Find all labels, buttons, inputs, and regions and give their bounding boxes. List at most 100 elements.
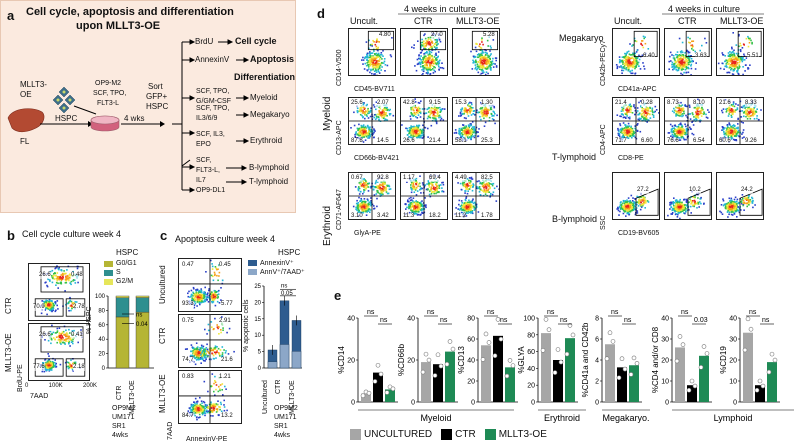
e-dot	[552, 370, 558, 375]
e-dot	[692, 383, 698, 389]
e-bar-UNCULTURED	[675, 347, 685, 402]
flow-scatter	[665, 98, 711, 144]
b-xtick: 200K	[82, 383, 97, 389]
flow-gate-value: 13.2	[221, 413, 233, 420]
flow-gate-value: 5.51	[747, 53, 759, 60]
flow-gate-value: 9.26	[745, 138, 757, 144]
e-dot	[555, 347, 561, 352]
chart-e: 02040%CD14nsns02040%CD66bnsns020406080%C…	[337, 309, 794, 423]
b-footer-line: OP9M2	[112, 405, 136, 412]
e-legend-swatch	[350, 429, 361, 440]
e-ytick-label: 80	[527, 332, 535, 339]
d-xlabel: CD45-BV711	[354, 86, 395, 93]
flow-gate-value: 21.4	[615, 100, 627, 107]
e-ytick-label: 20	[527, 383, 535, 390]
flow-plot-d: 24.2	[716, 172, 764, 220]
cond-myeloid: SCF, TPO, G/GM-CSF	[196, 88, 231, 105]
flow-scatter	[667, 188, 711, 219]
flow-scatter	[179, 259, 241, 311]
e-ytick-label: 20	[729, 358, 737, 365]
b-ytick-label: 80	[98, 308, 105, 314]
flow-scatter	[453, 173, 499, 219]
c-ns: ns	[281, 284, 287, 290]
b-row-ctr: CTR	[4, 297, 13, 314]
flow-gate-value: 84.7	[182, 413, 194, 420]
flow-gate-value: 6.54	[693, 138, 705, 144]
e-ytick-label: 40	[527, 366, 535, 373]
e-dot	[546, 327, 552, 332]
flow-plot-apoptosis-uncultured: 0.47 0.45 93.3 5.77	[178, 258, 242, 312]
e-ns: ns	[560, 317, 568, 324]
e-bar-CTR	[617, 367, 627, 402]
b-footer-line: SR1	[112, 423, 126, 430]
e-legend-item: CTR	[455, 429, 476, 440]
b-ytick-label: 0	[102, 366, 106, 372]
e-ns: ns	[380, 317, 388, 324]
flow-gate-value: 21.6	[719, 100, 731, 107]
e-ytick-label: 30	[729, 337, 737, 344]
e-bar-MLLT3-OE	[767, 362, 777, 402]
e-dot	[757, 378, 763, 384]
e-dot	[742, 347, 748, 353]
e-dot	[680, 342, 686, 347]
flow-gate-value: 26.6	[39, 272, 51, 279]
flow-gate-value: 21.4	[429, 138, 441, 144]
c-footer-line: UM171	[274, 414, 297, 421]
d-xlabel: CD19-BV605	[618, 230, 660, 237]
flow-gate-value: 18.2	[429, 213, 441, 219]
e-ytick-label: 40	[467, 358, 475, 365]
e-bar-MLLT3-OE	[699, 355, 709, 402]
res-differentiation: Differentiation	[234, 72, 296, 82]
flow-gate-value: 93.3	[182, 301, 194, 308]
flow-gate-value: 2.07	[377, 100, 389, 107]
e-dot	[769, 351, 775, 357]
flow-gate-value: 70.9	[33, 304, 45, 311]
mllt3-oe-label-1: MLLT3-	[20, 80, 47, 89]
e-ytick-label: 40	[347, 316, 355, 323]
b-row-oe: MLLT3-OE	[4, 333, 13, 372]
flow-gate-value: 9.15	[429, 100, 441, 107]
flow-gate-value: 0.41	[71, 332, 83, 339]
flow-plot-apoptosis-oe: 0.83 1.21 84.7 13.2	[178, 370, 242, 424]
panel-a-title-1: Cell cycle, apoptosis and differentiatio…	[26, 6, 234, 18]
e-dot	[677, 334, 683, 339]
e-ns: ns	[440, 317, 448, 324]
e-dot	[628, 372, 634, 377]
e-ylabel: %GLYA	[517, 346, 526, 374]
e-dot	[480, 357, 486, 362]
panel-c-title: Apoptosis culture week 4	[175, 234, 276, 244]
e-dot	[498, 336, 504, 342]
e-dot	[375, 362, 381, 368]
flow-plot-cellcycle-ctr: 26.6 0.48 70.9 2.78	[28, 263, 90, 321]
flow-gate-value: 0.75	[182, 318, 194, 325]
e-dot	[567, 323, 573, 328]
c-footer-line: 4wks	[274, 432, 290, 439]
e-dot	[748, 326, 754, 332]
cond-annexin: AnnexinV	[195, 55, 230, 64]
d-xlabel: CD66b-BV421	[354, 155, 400, 162]
flow-gate-value: 2.91	[219, 318, 231, 325]
e-bar-CTR	[373, 372, 383, 402]
flow-gate-value: 8.73	[667, 100, 679, 107]
e-ylabel: %CD41a and CD42b	[581, 322, 590, 397]
flow-gate-value: 6.40	[643, 53, 655, 60]
flow-gate-value: 8.33	[745, 100, 757, 107]
e-ytick-label: 30	[661, 337, 669, 344]
d-col-label: Uncult.	[614, 16, 643, 26]
e-ytick-label: 80	[467, 316, 475, 323]
e-dot	[760, 383, 766, 389]
flow-gate-value: 11.2	[455, 213, 467, 219]
e-ytick-label: 2	[595, 379, 599, 386]
e-ytick-label: 0	[411, 400, 415, 407]
e-dot	[772, 357, 778, 363]
flow-plot-d: 10.2	[664, 172, 712, 220]
e-bar-MLLT3-OE	[385, 389, 395, 402]
b-legend-item: G0/G1	[116, 260, 137, 267]
flow-gate-value: 1.21	[219, 374, 231, 381]
b-bar-S-MLLT3-OE	[135, 297, 150, 313]
flow-gate-value: 1.30	[481, 100, 493, 107]
c-legend-item: AnnexinV⁺	[260, 259, 294, 267]
b-legend-item: S	[116, 269, 121, 276]
e-bar-UNCULTURED	[743, 332, 753, 402]
flow-scatter	[717, 98, 763, 144]
